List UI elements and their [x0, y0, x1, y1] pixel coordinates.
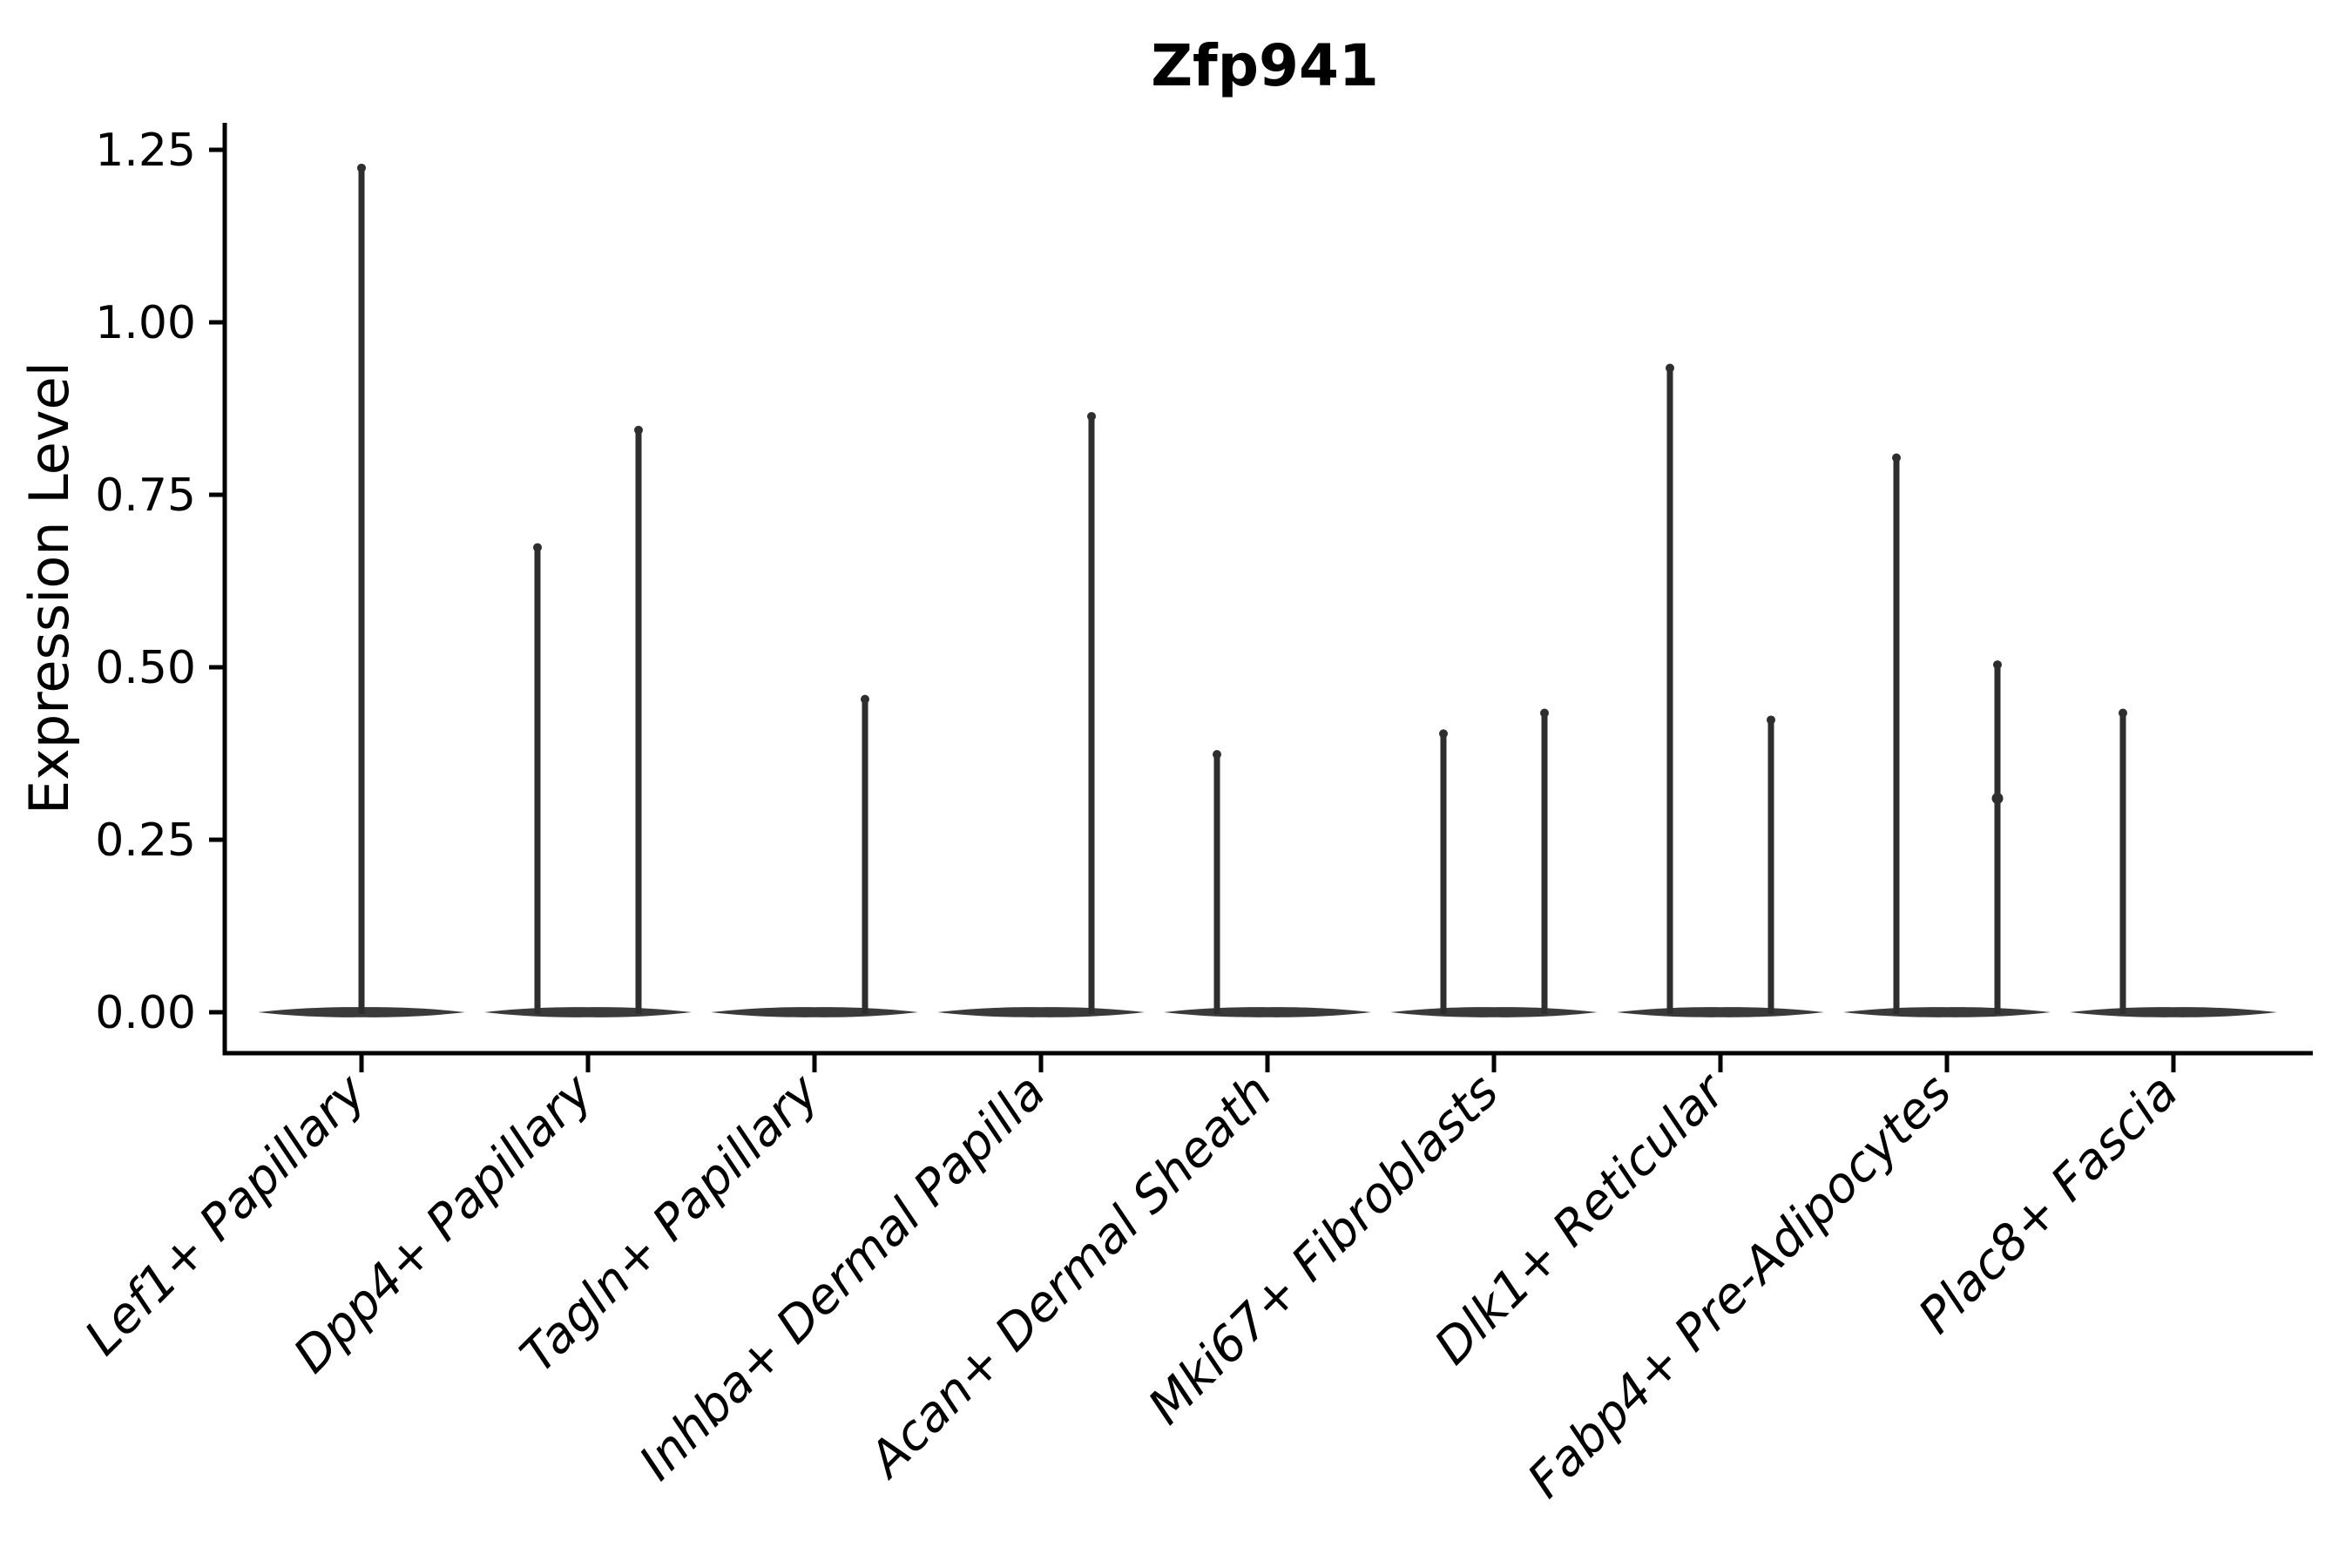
violin-base — [1617, 1007, 1824, 1017]
expression-spike-tip — [357, 163, 366, 172]
expression-spike-tip — [1666, 363, 1674, 373]
expression-spike-tip — [1540, 708, 1549, 718]
expression-spike-tip — [2119, 708, 2127, 718]
expression-spike-tip — [861, 694, 869, 704]
violin-base — [711, 1007, 918, 1017]
expression-spike-tip — [1213, 750, 1221, 760]
expression-spike-tip — [1439, 729, 1448, 739]
x-tick-label: Acan+ Dermal Sheath — [857, 1064, 1283, 1490]
y-tick-label: 0.00 — [95, 987, 196, 1039]
violin-base — [1390, 1007, 1598, 1017]
y-tick-label: 0.75 — [95, 470, 196, 522]
expression-spike-tip — [1767, 715, 1775, 725]
spike-knot — [1991, 792, 2004, 804]
violin-base — [2070, 1007, 2277, 1017]
y-tick-label: 0.25 — [95, 814, 196, 867]
plot-title: Zfp941 — [1151, 32, 1379, 99]
expression-spike-tip — [1892, 453, 1901, 463]
x-tick-label: Inhba+ Dermal Papilla — [629, 1064, 1057, 1491]
axis-spines — [222, 123, 2313, 1056]
violin-base — [1843, 1007, 2051, 1017]
violins-layer — [258, 163, 2277, 1017]
violin-base — [937, 1007, 1145, 1017]
y-axis-label: Expression Level — [17, 362, 81, 814]
expression-spike-tip — [634, 425, 643, 435]
expression-spike-tip — [1993, 660, 2002, 670]
y-tick-label: 1.25 — [95, 125, 196, 177]
y-tick-label: 1.00 — [95, 297, 196, 349]
expression-spike-tip — [1087, 411, 1096, 421]
violin-base — [484, 1007, 692, 1017]
y-tick-label: 0.50 — [95, 642, 196, 694]
violin-base — [1164, 1007, 1371, 1017]
expression-spike-tip — [533, 543, 542, 552]
x-tick-label: Fabp4+ Pre-Adipocytes — [1517, 1064, 1963, 1509]
